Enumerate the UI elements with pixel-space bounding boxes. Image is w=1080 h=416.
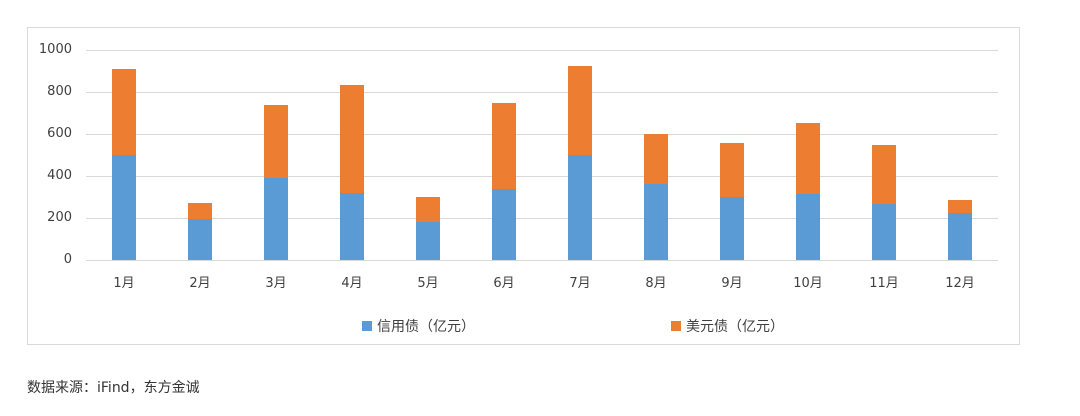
legend-swatch-orange xyxy=(671,321,681,331)
x-tick-label: 5月 xyxy=(417,276,439,291)
gridline xyxy=(86,176,998,177)
chart-frame xyxy=(27,27,1020,345)
bar-segment-credit xyxy=(644,183,668,260)
gridline xyxy=(86,134,998,135)
bar-segment-credit xyxy=(948,212,972,260)
bar-segment-usd xyxy=(264,104,288,179)
gridline xyxy=(86,92,998,93)
bar-stack xyxy=(492,50,516,260)
x-tick-label: 7月 xyxy=(569,276,591,291)
bar-stack xyxy=(416,50,440,260)
x-tick-label: 11月 xyxy=(869,276,899,291)
gridline xyxy=(86,218,998,219)
bar-stack xyxy=(188,50,212,260)
bar-stack xyxy=(948,50,972,260)
bar-stack xyxy=(568,50,592,260)
bar-segment-credit xyxy=(492,189,516,260)
bar-segment-credit xyxy=(188,219,212,260)
x-tick-label: 6月 xyxy=(493,276,515,291)
bar-segment-credit xyxy=(416,221,440,260)
y-tick-label: 600 xyxy=(47,126,72,141)
legend-label: 信用债（亿元） xyxy=(377,319,475,335)
x-tick-label: 10月 xyxy=(793,276,823,291)
bar-segment-credit xyxy=(568,155,592,260)
legend-label: 美元债（亿元） xyxy=(686,319,784,335)
x-tick-label: 9月 xyxy=(721,276,743,291)
bar-segment-usd xyxy=(948,200,972,213)
bar-segment-usd xyxy=(568,65,592,155)
x-tick-label: 2月 xyxy=(189,276,211,291)
bar-stack xyxy=(264,50,288,260)
bar-stack xyxy=(796,50,820,260)
bar-segment-credit xyxy=(796,193,820,260)
x-tick-label: 12月 xyxy=(945,276,975,291)
bar-segment-usd xyxy=(872,144,896,205)
legend: 信用债（亿元） 美元债（亿元） xyxy=(0,316,1080,336)
legend-item-usd-bonds: 美元债（亿元） xyxy=(671,316,784,336)
legend-item-credit-bonds: 信用债（亿元） xyxy=(362,316,475,336)
bar-stack xyxy=(112,50,136,260)
bar-stack xyxy=(644,50,668,260)
source-note: 数据来源：iFind，东方金诚 xyxy=(27,380,200,396)
x-tick-label: 3月 xyxy=(265,276,287,291)
bar-segment-usd xyxy=(188,203,212,220)
legend-swatch-blue xyxy=(362,321,372,331)
bar-stack xyxy=(340,50,364,260)
bar-segment-usd xyxy=(340,84,364,193)
y-tick-label: 1000 xyxy=(38,42,72,57)
bar-segment-usd xyxy=(644,134,668,184)
bar-segment-credit xyxy=(720,197,744,260)
y-tick-label: 0 xyxy=(63,252,72,267)
y-tick-label: 200 xyxy=(47,210,72,225)
x-tick-label: 8月 xyxy=(645,276,667,291)
bar-segment-credit xyxy=(264,178,288,260)
bar-stack xyxy=(720,50,744,260)
bar-segment-usd xyxy=(112,68,136,155)
bar-segment-usd xyxy=(492,103,516,190)
plot-area xyxy=(86,50,998,261)
bar-segment-usd xyxy=(416,197,440,222)
gridline xyxy=(86,260,998,261)
bar-segment-usd xyxy=(720,143,744,197)
bar-segment-credit xyxy=(112,155,136,260)
y-tick-label: 800 xyxy=(47,84,72,99)
y-tick-label: 400 xyxy=(47,168,72,183)
x-tick-label: 4月 xyxy=(341,276,363,291)
bar-segment-usd xyxy=(796,123,820,194)
x-tick-label: 1月 xyxy=(113,276,135,291)
gridline xyxy=(86,50,998,51)
bar-stack xyxy=(872,50,896,260)
bar-segment-credit xyxy=(340,192,364,260)
bar-segment-credit xyxy=(872,204,896,260)
